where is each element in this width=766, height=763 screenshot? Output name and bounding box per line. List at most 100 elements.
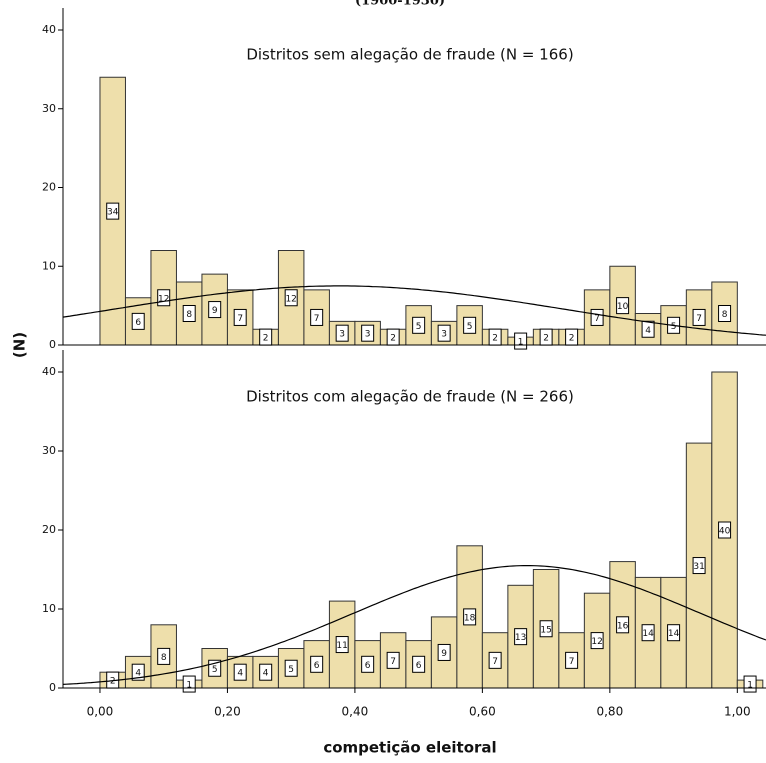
data-label-box (284, 659, 298, 677)
data-label: 3 (339, 330, 345, 340)
data-label-box (157, 647, 171, 665)
data-label: 4 (263, 669, 269, 679)
data-label: 18 (464, 613, 476, 623)
data-label-box (641, 320, 655, 338)
data-label: 15 (540, 625, 551, 635)
data-label-box (335, 324, 349, 342)
data-label-box (361, 655, 375, 673)
data-label-box (667, 624, 681, 642)
data-label-box (259, 663, 273, 681)
data-label-box (718, 305, 732, 322)
data-label-box (361, 324, 375, 342)
data-label-box (233, 308, 247, 326)
x-tick-label: 1,00 (724, 705, 751, 719)
normal-curve (62, 565, 766, 685)
data-label: 3 (441, 330, 447, 340)
data-label-box (182, 305, 196, 322)
bar (201, 648, 228, 689)
y-tick-label: 0 (49, 681, 56, 694)
data-label: 6 (314, 661, 320, 671)
data-label: 5 (288, 665, 294, 675)
data-label-box (437, 324, 451, 342)
data-label: 4 (645, 326, 651, 336)
y-axis-label: (N) (11, 332, 29, 358)
x-tick-label: 0,60 (469, 705, 496, 719)
data-label-box (616, 297, 630, 315)
data-label: 13 (515, 633, 526, 643)
y-tick-label: 10 (42, 259, 56, 272)
data-label-box (131, 663, 145, 681)
data-label: 7 (594, 314, 600, 324)
normal-curve (62, 285, 766, 336)
data-label: 8 (161, 653, 167, 663)
data-label: 1 (747, 681, 753, 691)
data-label: 14 (642, 629, 654, 639)
chart-title: (1900-1930) (355, 0, 445, 9)
annotation: Distritos sem alegação de fraude (N = 16… (246, 46, 573, 64)
data-label: 6 (135, 318, 141, 328)
data-label-box (386, 651, 400, 669)
data-label: 3 (365, 330, 371, 340)
x-tick-label: 0,40 (342, 705, 369, 719)
data-label-box (208, 301, 222, 319)
data-label-box (335, 636, 349, 654)
data-label-box (692, 557, 706, 575)
x-tick-label: 0,20 (214, 705, 241, 719)
data-label: 7 (569, 657, 575, 667)
data-label-box (412, 316, 426, 334)
y-tick-label: 30 (42, 102, 56, 115)
bar (558, 632, 585, 689)
data-label-box (412, 655, 426, 673)
data-label: 2 (569, 334, 575, 344)
data-label: 5 (467, 322, 473, 332)
data-label-box (106, 202, 120, 220)
y-tick-label: 40 (42, 365, 56, 378)
data-label-box (131, 312, 145, 330)
y-tick-label: 0 (49, 338, 56, 351)
annotation: Distritos com alegação de fraude (N = 26… (246, 388, 574, 406)
data-label-box (641, 624, 655, 642)
data-label: 8 (186, 310, 192, 320)
data-label-box (514, 628, 528, 646)
data-label: 40 (719, 527, 731, 537)
data-label: 12 (285, 294, 296, 304)
x-tick-label: 0,00 (87, 705, 114, 719)
data-label-box (233, 663, 247, 681)
data-label: 16 (617, 621, 629, 631)
data-label-box (692, 308, 706, 326)
data-label-box (284, 289, 298, 307)
data-label: 12 (591, 637, 602, 647)
data-label: 2 (110, 677, 116, 687)
data-label: 5 (212, 665, 218, 675)
data-label-box (590, 632, 604, 650)
data-label-box (539, 620, 553, 638)
data-label-box (463, 316, 477, 334)
data-label: 2 (492, 334, 498, 344)
data-label: 10 (617, 302, 629, 312)
data-label: 1 (518, 338, 524, 348)
data-label: 9 (212, 306, 218, 316)
data-label: 4 (237, 669, 243, 679)
data-label: 12 (158, 294, 169, 304)
data-label-box (437, 643, 451, 661)
x-tick-label: 0,80 (596, 705, 623, 719)
data-label: 7 (314, 314, 320, 324)
y-tick-label: 30 (42, 444, 56, 457)
data-label: 34 (107, 208, 119, 218)
data-label-box (718, 521, 732, 539)
data-label: 6 (365, 661, 371, 671)
data-label: 7 (696, 314, 702, 324)
data-label: 1 (186, 681, 192, 691)
y-tick-label: 10 (42, 602, 56, 615)
data-label: 9 (441, 649, 447, 659)
data-label: 7 (492, 657, 498, 667)
bar (481, 632, 509, 689)
data-label-box (565, 651, 579, 669)
data-label: 7 (237, 314, 243, 324)
data-label: 2 (263, 334, 269, 344)
data-label: 6 (416, 661, 422, 671)
data-label-box (463, 608, 477, 626)
data-label: 4 (135, 669, 141, 679)
data-label: 5 (671, 322, 677, 332)
